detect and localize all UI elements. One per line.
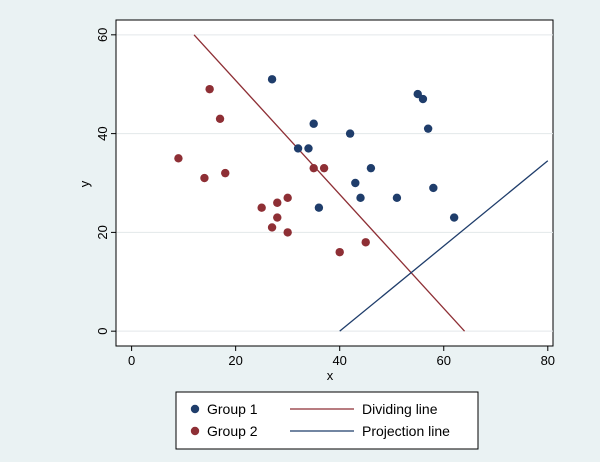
x-tick-label: 0 — [128, 353, 135, 368]
y-tick-label: 20 — [95, 225, 110, 239]
scatter-point-series-2 — [267, 223, 277, 232]
legend-marker — [190, 426, 200, 436]
scatter-point-series-2 — [309, 163, 318, 173]
grid-lines — [116, 34, 553, 332]
x-tick-label: 80 — [541, 353, 555, 368]
y-axis-label: y — [77, 180, 92, 187]
scatter-point-series-2 — [215, 114, 225, 123]
scatter-point-series-1 — [429, 183, 438, 193]
scatter-point-series-2 — [200, 173, 209, 183]
y-tick-label: 60 — [95, 28, 110, 42]
legend-label: Dividing line — [362, 401, 438, 417]
y-tick-label: 40 — [95, 126, 110, 140]
x-axis-label: x — [327, 368, 334, 383]
scatter-point-series-1 — [345, 129, 355, 138]
scatter-point-series-2 — [283, 228, 292, 237]
scatter-point-series-1 — [449, 213, 459, 222]
x-axis: 0 20 40 60 80 — [116, 345, 555, 368]
legend-label: Projection line — [362, 423, 450, 439]
x-tick-label: 20 — [228, 353, 242, 368]
scatter-point-series-2 — [273, 198, 282, 207]
line-4 — [339, 160, 549, 332]
scatter-point-series-1 — [392, 193, 402, 203]
plot-area — [115, 19, 554, 347]
scatter-point-series-2 — [174, 154, 183, 163]
legend-marker — [190, 404, 200, 414]
x-tick-label: 40 — [332, 353, 346, 368]
scatter-point-series-1 — [351, 178, 360, 188]
legend-label: Group 1 — [207, 401, 258, 417]
line-series — [193, 34, 549, 332]
scatter-point-series-1 — [304, 144, 313, 153]
scatter-point-series-1 — [293, 144, 303, 153]
scatter-point-series-2 — [283, 193, 292, 203]
scatter-point-series-1 — [366, 163, 376, 173]
line-3 — [193, 34, 466, 332]
scatter-point-series-2 — [273, 213, 282, 222]
scatter-point-series-2 — [319, 163, 329, 173]
legend-label: Group 2 — [207, 423, 258, 439]
point-series — [174, 75, 459, 257]
scatter-point-series-1 — [413, 89, 422, 99]
legend: Group 1 Group 2 Dividing line Projection li… — [175, 391, 479, 450]
scatter-point-series-2 — [361, 238, 370, 247]
scatter-point-series-1 — [267, 75, 277, 84]
scatter-point-series-1 — [423, 124, 433, 133]
y-axis: 0 20 40 60 — [95, 20, 117, 346]
scatter-point-series-2 — [221, 168, 230, 178]
scatter-point-series-2 — [257, 203, 266, 212]
scatter-point-series-1 — [314, 203, 324, 212]
y-tick-label: 0 — [95, 328, 110, 335]
x-tick-label: 60 — [437, 353, 451, 368]
legend-box — [175, 391, 479, 450]
scatter-point-series-1 — [356, 193, 365, 203]
scatter-point-series-1 — [418, 94, 428, 104]
scatter-point-series-1 — [309, 119, 318, 128]
scatter-point-series-2 — [335, 247, 344, 257]
scatter-point-series-2 — [205, 84, 214, 94]
